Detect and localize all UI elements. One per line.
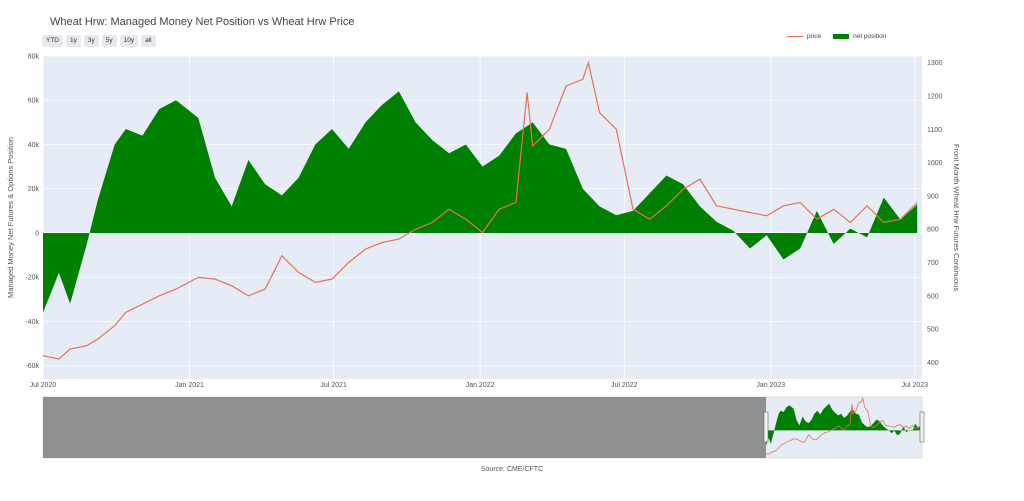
y-left-tick-label: -60k: [25, 363, 39, 370]
y-right-tick-label: 800: [927, 227, 939, 234]
x-tick-label: Jan 2022: [466, 382, 495, 389]
legend: price net position: [787, 33, 886, 40]
y-right-tick-label: 1300: [927, 60, 943, 67]
range-slider-handle-right[interactable]: [919, 411, 925, 443]
range-selector: YTD 1y 3y 5y 10y all: [42, 35, 156, 47]
range-slider-handle-left[interactable]: [763, 411, 769, 443]
y-left-tick-label: 20k: [28, 186, 40, 193]
y-right-tick-label: 700: [927, 260, 939, 267]
x-tick-label: Jul 2021: [320, 382, 347, 389]
y-left-tick-label: -40k: [25, 319, 39, 326]
legend-price-swatch[interactable]: [787, 36, 803, 37]
y-right-tick-label: 1000: [927, 160, 943, 167]
x-tick-label: Jul 2020: [30, 382, 57, 389]
net-position-area: [43, 91, 918, 313]
y-left-tick-label: -20k: [25, 275, 39, 282]
source-note: Source: CME/CFTC: [480, 466, 544, 473]
x-tick-label: Jan 2021: [175, 382, 204, 389]
y-left-tick-label: 0: [35, 230, 39, 237]
y-right-axis-title: Front Month Wheat Hrw Futures Continuous: [952, 144, 961, 291]
y-left-tick-label: 60k: [28, 98, 40, 105]
price-line: [42, 60, 918, 360]
y-right-tick-label: 400: [927, 360, 939, 367]
y-right-tick-label: 900: [927, 193, 939, 200]
range-button-all[interactable]: all: [141, 35, 156, 47]
y-right-tick-label: 500: [927, 327, 939, 334]
x-tick-label: Jan 2023: [756, 382, 785, 389]
y-left-axis-title: Managed Money Net Futures & Options Posi…: [6, 137, 15, 298]
x-tick-label: Jul 2023: [902, 382, 929, 389]
legend-net-label[interactable]: net position: [853, 33, 887, 40]
x-tick-label: Jul 2022: [611, 382, 638, 389]
legend-net-swatch[interactable]: [833, 34, 850, 39]
range-slider-price-line: [765, 396, 922, 455]
y-right-tick-label: 600: [927, 293, 939, 300]
y-right-tick-label: 1100: [927, 127, 942, 134]
range-button-3y[interactable]: 3y: [83, 35, 99, 47]
legend-price-label[interactable]: price: [807, 33, 822, 40]
y-left-tick-label: 40k: [28, 142, 40, 149]
chart-title: Wheat Hrw: Managed Money Net Position vs…: [50, 16, 355, 28]
y-left-tick-label: 80k: [28, 54, 40, 61]
range-button-1y[interactable]: 1y: [66, 35, 81, 47]
range-button-ytd[interactable]: YTD: [42, 35, 63, 47]
range-button-5y[interactable]: 5y: [101, 35, 117, 47]
range-slider-mask: [43, 397, 766, 458]
y-right-tick-label: 1200: [927, 93, 943, 100]
range-slider-net-area: [766, 403, 922, 446]
range-button-10y[interactable]: 10y: [119, 35, 139, 47]
